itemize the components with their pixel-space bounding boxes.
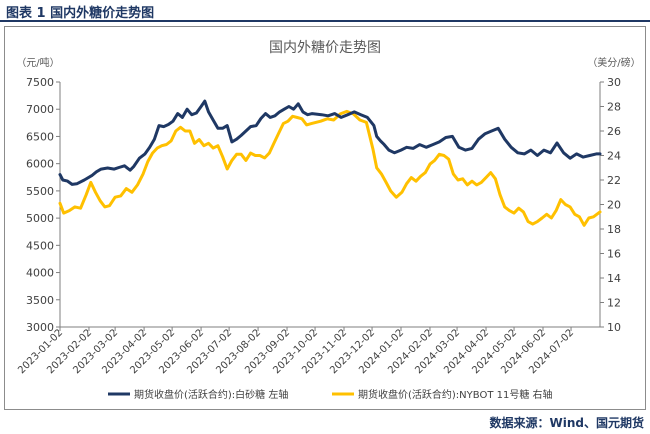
left-tick-label: 7500: [26, 76, 54, 89]
right-tick-label: 12: [607, 297, 621, 310]
legend-label-left: 期货收盘价(活跃合约):白砂糖 左轴: [134, 388, 288, 401]
left-tick-label: 5000: [26, 212, 54, 225]
series-line-right: [58, 109, 602, 227]
left-tick-label: 6000: [26, 158, 54, 171]
right-tick-label: 28: [607, 101, 621, 114]
figure-header: 图表 1 国内外糖价走势图: [0, 0, 650, 21]
legend-label-right: 期货收盘价(活跃合约):NYBOT 11号糖 右轴: [358, 388, 553, 401]
header-rule: [0, 20, 650, 22]
right-tick-label: 14: [607, 272, 621, 285]
right-tick-label: 24: [607, 150, 621, 163]
left-tick-label: 6500: [26, 130, 54, 143]
right-tick-label: 10: [607, 321, 621, 334]
right-tick-label: 26: [607, 125, 621, 138]
left-tick-label: 3000: [26, 321, 54, 334]
chart-title: 国内外糖价走势图: [269, 40, 381, 56]
right-axis-unit: （美分/磅）: [587, 56, 640, 69]
right-tick-label: 18: [607, 223, 621, 236]
figure-label: 图表 1 国内外糖价走势图: [6, 6, 155, 21]
right-tick-label: 22: [607, 174, 621, 187]
left-tick-label: 3500: [26, 294, 54, 307]
right-tick-label: 16: [607, 248, 621, 261]
right-tick-label: 30: [607, 76, 621, 89]
left-axis-unit: （元/吨）: [16, 56, 59, 69]
right-tick-label: 20: [607, 199, 621, 212]
left-tick-label: 4000: [26, 267, 54, 280]
legend: 期货收盘价(活跃合约):白砂糖 左轴 期货收盘价(活跃合约):NYBOT 11号糖…: [108, 388, 553, 401]
source-note: 数据来源：Wind、国元期货: [489, 416, 644, 430]
left-tick-label: 5500: [26, 185, 54, 198]
chart-frame: [4, 26, 646, 410]
left-tick-label: 4500: [26, 239, 54, 252]
series-line-left: [58, 99, 602, 186]
left-tick-label: 7000: [26, 103, 54, 116]
